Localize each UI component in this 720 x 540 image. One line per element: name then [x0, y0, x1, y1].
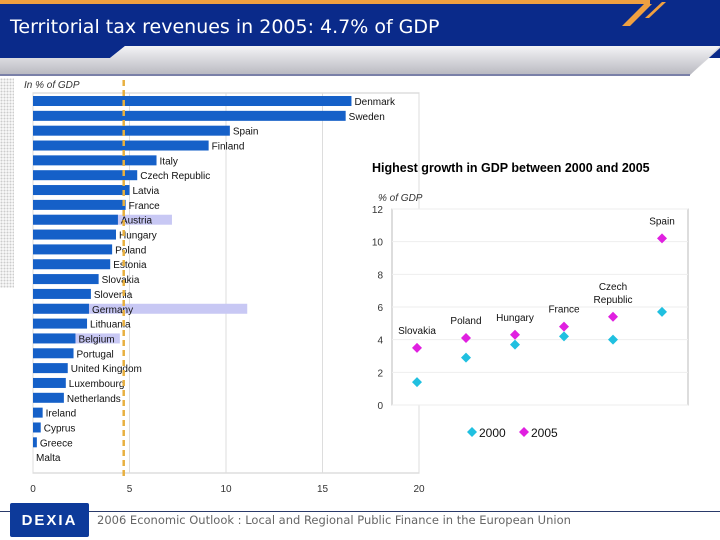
point-2000 — [510, 339, 520, 350]
y-tick-label: 0 — [377, 401, 383, 412]
bar — [33, 377, 66, 388]
bar — [33, 125, 230, 136]
header-banner — [0, 0, 720, 76]
bar-label: Italy — [160, 156, 178, 167]
charts: In % of GDP 0 5 10 15 20DenmarkSwedenSpainFi… — [24, 80, 689, 495]
bar-label: Sweden — [349, 112, 385, 123]
bar-label: Netherlands — [67, 394, 121, 405]
category-label: Republic — [594, 295, 633, 306]
scatter-title: Highest growth in GDP between 2000 and 2… — [372, 161, 650, 175]
category-label: Poland — [450, 316, 481, 327]
bar — [33, 259, 111, 270]
bar — [33, 96, 352, 106]
bar — [33, 170, 138, 181]
scatter-ylabel: % of GDP — [378, 193, 423, 204]
point-2005 — [461, 333, 471, 344]
bar-label: Hungary — [119, 231, 157, 242]
bar-label: Czech Republic — [140, 171, 210, 182]
decorative-dot-pattern — [0, 78, 14, 288]
point-2000 — [657, 306, 667, 317]
bar-label: Ireland — [46, 409, 77, 420]
bar-label: Luxembourg — [69, 379, 125, 390]
bar — [33, 333, 76, 344]
category-label: Hungary — [496, 313, 534, 324]
bar-label: France — [129, 201, 161, 212]
dexia-logo: DEXIA — [10, 503, 89, 537]
bar-label: Austria — [121, 216, 153, 227]
bar — [33, 274, 99, 285]
point-2005 — [608, 311, 618, 322]
bar-label: Greece — [40, 438, 73, 449]
footer-divider — [0, 511, 720, 512]
point-2000 — [608, 334, 618, 345]
x-tick-label: 20 — [413, 484, 425, 495]
point-2005 — [559, 321, 569, 332]
y-tick-label: 4 — [377, 336, 383, 347]
bar-label: United Kingdom — [71, 364, 142, 375]
bar — [33, 437, 37, 448]
category-label: France — [548, 305, 580, 316]
bar — [33, 229, 116, 240]
bar-label: Slovakia — [102, 275, 140, 286]
highlight-box — [33, 333, 120, 344]
category-label: Czech — [599, 282, 627, 293]
bar-label: Portugal — [77, 349, 114, 360]
bar-label: Germany — [92, 305, 133, 316]
bar — [33, 214, 118, 225]
bar — [33, 199, 126, 210]
highlight-box — [33, 303, 248, 314]
x-tick-label: 10 — [220, 484, 232, 495]
bar-label: Poland — [115, 245, 146, 256]
x-tick-label: 15 — [317, 484, 329, 495]
bar-label: Slovenia — [94, 290, 133, 301]
point-2005 — [412, 342, 422, 353]
bar — [33, 422, 41, 433]
legend-marker — [519, 427, 529, 437]
legend-label: 2005 — [531, 426, 558, 440]
y-tick-label: 10 — [372, 238, 384, 249]
category-label: Spain — [649, 216, 675, 227]
point-2000 — [461, 352, 471, 363]
bar-label: Estonia — [113, 260, 147, 271]
bar-label: Belgium — [78, 334, 114, 345]
bar-label: Malta — [36, 453, 61, 464]
bar — [33, 244, 113, 255]
legend-label: 2000 — [479, 426, 506, 440]
bar — [33, 392, 64, 403]
x-tick-label: 0 — [30, 484, 36, 495]
bar — [33, 140, 209, 151]
bar-label: Lithuania — [90, 320, 131, 331]
bar-label: Latvia — [133, 186, 160, 197]
y-tick-label: 12 — [372, 205, 384, 216]
bar — [33, 318, 88, 329]
bar-label: Spain — [233, 127, 259, 138]
page-title: Territorial tax revenues in 2005: 4.7% o… — [10, 16, 440, 38]
bar-label: Denmark — [354, 97, 396, 108]
x-tick-label: 5 — [127, 484, 133, 495]
category-label: Slovakia — [398, 326, 436, 337]
bar-label: Finland — [212, 142, 245, 153]
bar — [33, 185, 130, 196]
point-2000 — [412, 377, 422, 388]
bar — [33, 110, 346, 121]
bar-label: Cyprus — [44, 423, 76, 434]
point-2005 — [510, 329, 520, 340]
point-2005 — [657, 233, 667, 244]
bar — [33, 363, 68, 374]
bar — [33, 348, 74, 359]
bar — [33, 155, 157, 166]
footer-text: 2006 Economic Outlook : Local and Region… — [97, 513, 571, 527]
bar — [33, 407, 43, 418]
bar — [33, 288, 91, 299]
bar — [33, 303, 89, 314]
y-tick-label: 8 — [377, 270, 383, 281]
y-tick-label: 6 — [377, 303, 383, 314]
y-tick-label: 2 — [377, 368, 383, 379]
legend-marker — [467, 427, 477, 437]
bar-chart-ylabel: In % of GDP — [24, 80, 80, 91]
point-2000 — [559, 331, 569, 342]
